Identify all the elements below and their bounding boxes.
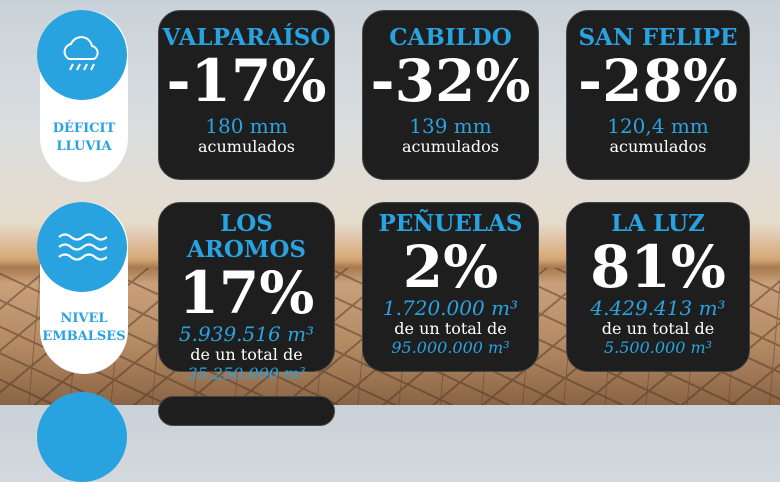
rain-card-san-felipe: SAN FELIPE -28% 120,4 mm acumulados bbox=[566, 10, 750, 180]
reservoir-card-la-luz: LA LUZ 81% 4.429.413 m³ de un total de 5… bbox=[566, 202, 750, 372]
card-volume: 1.720.000 m³ bbox=[382, 296, 519, 320]
card-amount: 120,4 mm bbox=[607, 114, 709, 138]
card-total: 5.500.000 m³ bbox=[603, 338, 713, 357]
card-amount: 180 mm bbox=[205, 114, 288, 138]
rain-cloud-icon bbox=[37, 10, 127, 100]
next-section-icon bbox=[37, 392, 127, 482]
card-percentage: -32% bbox=[370, 47, 531, 115]
card-note: de un total de bbox=[190, 345, 303, 364]
next-card bbox=[158, 396, 335, 426]
card-total: 35.250.000 m³ bbox=[187, 364, 306, 383]
card-percentage: 2% bbox=[402, 233, 499, 301]
water-waves-icon bbox=[37, 202, 127, 292]
card-note: acumulados bbox=[609, 137, 707, 156]
card-volume: 4.429.413 m³ bbox=[590, 296, 726, 320]
label-line: EMBALSES bbox=[42, 329, 126, 344]
card-title: CABILDO bbox=[389, 24, 512, 51]
card-note: de un total de bbox=[394, 319, 507, 338]
card-total: 95.000.000 m³ bbox=[391, 338, 510, 357]
reservoir-card-penuelas: PEÑUELAS 2% 1.720.000 m³ de un total de … bbox=[362, 202, 539, 372]
card-percentage: -28% bbox=[578, 47, 738, 115]
rain-deficit-label: DÉFICIT LLUVIA bbox=[40, 120, 128, 156]
card-volume: 5.939.516 m³ bbox=[178, 322, 315, 346]
card-title: SAN FELIPE bbox=[578, 24, 738, 51]
card-amount: 139 mm bbox=[409, 114, 492, 138]
card-note: acumulados bbox=[401, 137, 500, 156]
label-line: NIVEL bbox=[60, 311, 108, 326]
card-title: VALPARAÍSO bbox=[162, 24, 331, 51]
label-line: DÉFICIT bbox=[52, 121, 116, 136]
card-title: LOS AROMOS bbox=[186, 210, 307, 263]
card-percentage: 81% bbox=[590, 233, 726, 301]
card-percentage: 17% bbox=[178, 259, 315, 327]
card-title: PEÑUELAS bbox=[378, 210, 523, 237]
reservoir-level-label: NIVEL EMBALSES bbox=[40, 310, 128, 346]
card-note: acumulados bbox=[197, 137, 296, 156]
card-title: LA LUZ bbox=[611, 210, 705, 237]
card-percentage: -17% bbox=[166, 47, 327, 115]
card-note: de un total de bbox=[601, 319, 715, 338]
rain-card-cabildo: CABILDO -32% 139 mm acumulados bbox=[362, 10, 539, 180]
reservoir-card-los-aromos: LOS AROMOS 17% 5.939.516 m³ de un total … bbox=[158, 202, 335, 383]
rain-card-valparaiso: VALPARAÍSO -17% 180 mm acumulados bbox=[158, 10, 335, 180]
label-line: LLUVIA bbox=[56, 139, 112, 154]
